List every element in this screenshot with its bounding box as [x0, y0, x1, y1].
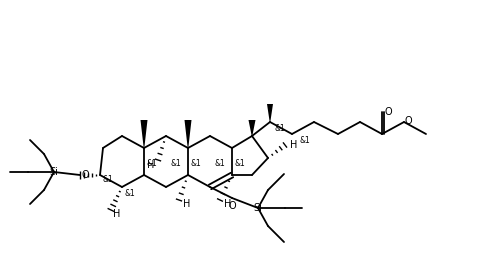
Polygon shape [184, 120, 192, 148]
Polygon shape [248, 120, 256, 136]
Text: Si: Si [49, 167, 58, 177]
Text: Si: Si [254, 203, 263, 213]
Text: H: H [290, 140, 298, 150]
Text: O: O [404, 116, 412, 126]
Text: &1: &1 [235, 158, 245, 168]
Text: O: O [81, 170, 89, 180]
Text: H: H [224, 199, 232, 209]
Text: H: H [183, 199, 191, 209]
Text: &1: &1 [103, 175, 113, 185]
Text: O: O [384, 107, 392, 117]
Polygon shape [141, 120, 148, 148]
Text: &1: &1 [191, 158, 202, 168]
Text: &1: &1 [147, 158, 157, 168]
Text: H: H [147, 160, 155, 170]
Text: &1: &1 [124, 188, 136, 197]
Text: &1: &1 [275, 123, 285, 133]
Text: &1: &1 [215, 158, 225, 168]
Polygon shape [267, 104, 273, 122]
Text: O: O [228, 201, 236, 211]
Text: &1: &1 [299, 135, 310, 145]
Text: H: H [113, 209, 120, 219]
Text: &1: &1 [171, 158, 181, 168]
